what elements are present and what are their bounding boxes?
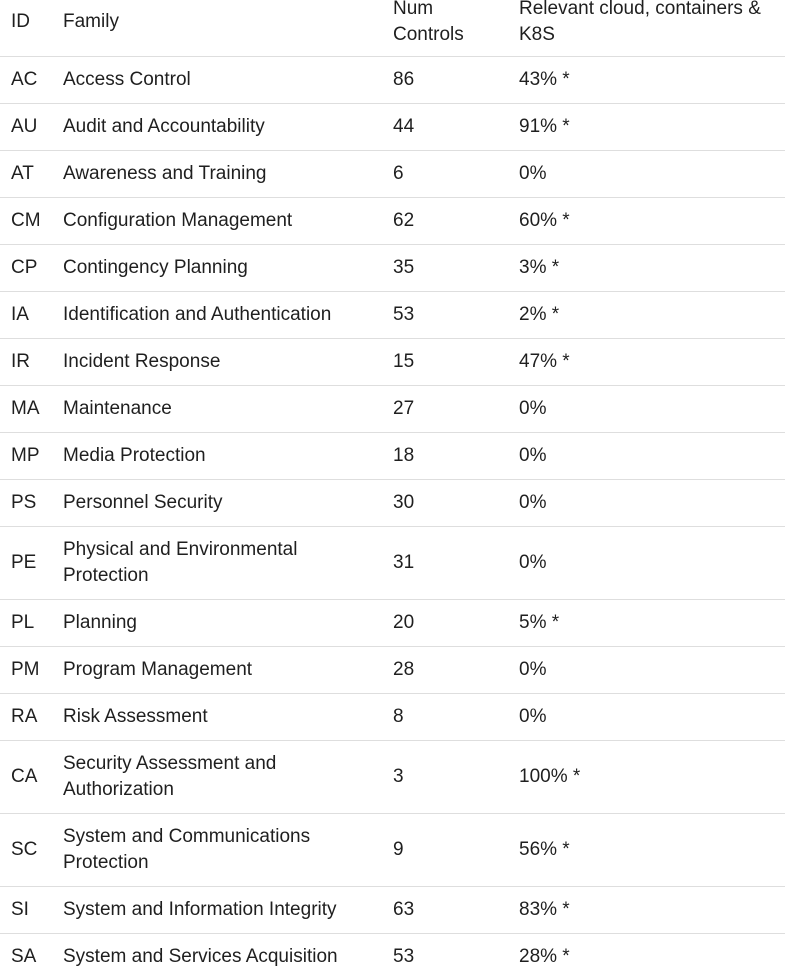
cell-relevant: 2% *	[509, 292, 785, 339]
cell-relevant: 0%	[509, 694, 785, 741]
cell-family: Media Protection	[52, 433, 382, 480]
cell-num-controls: 62	[382, 198, 509, 245]
cell-num-controls: 35	[382, 245, 509, 292]
cell-id: PM	[0, 647, 52, 694]
cell-id: RA	[0, 694, 52, 741]
cell-relevant: 56% *	[509, 814, 785, 887]
cell-family: System and Information Integrity	[52, 887, 382, 934]
cell-relevant: 0%	[509, 151, 785, 198]
cell-id: SA	[0, 934, 52, 980]
cell-relevant: 5% *	[509, 600, 785, 647]
cell-num-controls: 86	[382, 57, 509, 104]
cell-id: PS	[0, 480, 52, 527]
cell-id: AT	[0, 151, 52, 198]
cell-num-controls: 8	[382, 694, 509, 741]
cell-id: MA	[0, 386, 52, 433]
header-id: ID	[0, 0, 52, 57]
cell-id: MP	[0, 433, 52, 480]
cell-family: Maintenance	[52, 386, 382, 433]
cell-num-controls: 31	[382, 527, 509, 600]
cell-num-controls: 27	[382, 386, 509, 433]
cell-relevant: 100% *	[509, 741, 785, 814]
cell-family: Risk Assessment	[52, 694, 382, 741]
cell-num-controls: 44	[382, 104, 509, 151]
cell-id: PE	[0, 527, 52, 600]
cell-relevant: 28% *	[509, 934, 785, 980]
cell-relevant: 91% *	[509, 104, 785, 151]
cell-num-controls: 9	[382, 814, 509, 887]
cell-id: IR	[0, 339, 52, 386]
cell-num-controls: 20	[382, 600, 509, 647]
cell-family: Awareness and Training	[52, 151, 382, 198]
header-family: Family	[52, 0, 382, 57]
header-num-controls: Num Controls	[382, 0, 509, 57]
cell-relevant: 0%	[509, 527, 785, 600]
cell-num-controls: 15	[382, 339, 509, 386]
cell-id: SI	[0, 887, 52, 934]
cell-id: SC	[0, 814, 52, 887]
cell-num-controls: 53	[382, 292, 509, 339]
cell-relevant: 3% *	[509, 245, 785, 292]
cell-num-controls: 63	[382, 887, 509, 934]
cell-id: AC	[0, 57, 52, 104]
cell-relevant: 60% *	[509, 198, 785, 245]
cell-family: Identification and Authentication	[52, 292, 382, 339]
cell-id: AU	[0, 104, 52, 151]
cell-id: PL	[0, 600, 52, 647]
cell-family: Program Management	[52, 647, 382, 694]
cell-relevant: 0%	[509, 386, 785, 433]
cell-id: IA	[0, 292, 52, 339]
cell-family: Physical and Environmental Protection	[52, 527, 382, 600]
cell-num-controls: 28	[382, 647, 509, 694]
cell-num-controls: 18	[382, 433, 509, 480]
cell-num-controls: 6	[382, 151, 509, 198]
cell-relevant: 83% *	[509, 887, 785, 934]
table-header-row: ID Family Num Controls Relevant cloud, c…	[0, 0, 785, 57]
cell-id: CA	[0, 741, 52, 814]
cell-id: CM	[0, 198, 52, 245]
cell-family: Security Assessment and Authorization	[52, 741, 382, 814]
cell-family: Configuration Management	[52, 198, 382, 245]
cell-family: System and Services Acquisition	[52, 934, 382, 980]
cell-family: Audit and Accountability	[52, 104, 382, 151]
cell-id: CP	[0, 245, 52, 292]
cell-relevant: 47% *	[509, 339, 785, 386]
cell-num-controls: 3	[382, 741, 509, 814]
cell-relevant: 43% *	[509, 57, 785, 104]
cell-num-controls: 53	[382, 934, 509, 980]
cell-family: Incident Response	[52, 339, 382, 386]
cell-family: System and Communications Protection	[52, 814, 382, 887]
cell-relevant: 0%	[509, 433, 785, 480]
cell-relevant: 0%	[509, 480, 785, 527]
cell-relevant: 0%	[509, 647, 785, 694]
header-relevant: Relevant cloud, containers & K8S	[509, 0, 785, 57]
cell-family: Planning	[52, 600, 382, 647]
cell-family: Contingency Planning	[52, 245, 382, 292]
cell-family: Access Control	[52, 57, 382, 104]
cell-num-controls: 30	[382, 480, 509, 527]
cell-family: Personnel Security	[52, 480, 382, 527]
